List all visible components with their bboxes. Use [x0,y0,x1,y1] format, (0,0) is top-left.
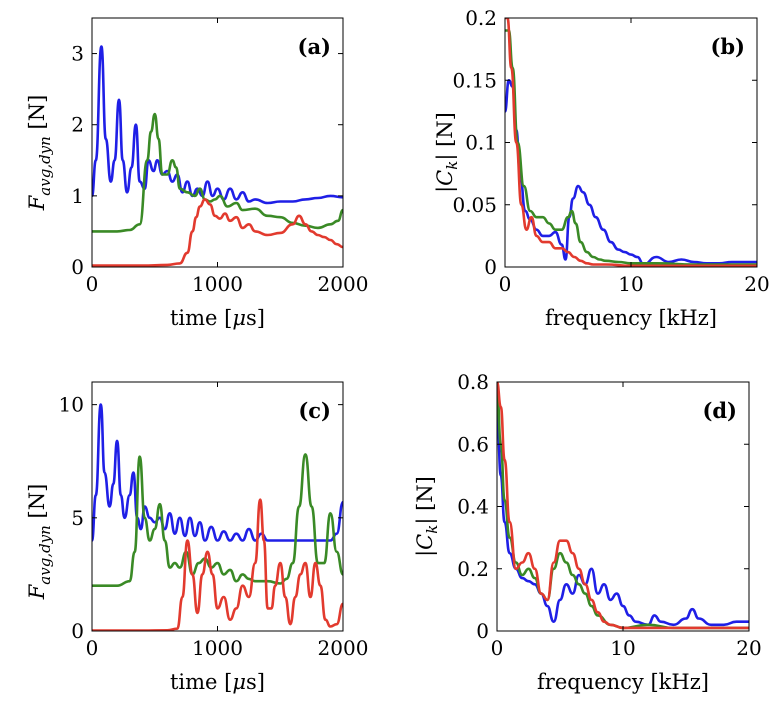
x-axis-label: frequency [kHz] [545,306,717,330]
series-line-red [92,198,343,267]
chart-panel-a: 0 1000 2000 0 1 2 3 (a) time [μs] Favg,dyn [N] [25,17,369,330]
x-tick-label: 10 [610,636,635,660]
series-line-green [505,29,757,266]
series-line-blue [505,79,757,266]
y-tick-label: 1 [71,184,84,208]
series-line-blue [497,405,749,627]
panel-label: (d) [702,398,737,423]
y-tick-label: 10 [59,393,84,417]
x-tick-label: 0 [491,636,504,660]
series-group [92,45,343,267]
y-tick-label: 0.6 [457,432,489,456]
y-tick-label: 0.4 [457,495,489,519]
x-tick-label: 0 [86,636,99,660]
x-tick-label: 2000 [318,636,369,660]
x-tick-label: 20 [736,636,761,660]
y-tick-label: 0.8 [457,370,489,394]
series-line-red [505,18,757,267]
x-tick-label: 20 [744,272,769,296]
y-axis-label: Favg,dyn [N] [25,484,54,601]
x-axis-label: time [μs] [170,670,265,694]
y-tick-label: 0.05 [452,193,497,217]
y-tick-label: 0.2 [465,6,497,30]
x-axis-label: time [μs] [170,306,265,330]
chart-panel-d: 0 10 20 0 0.2 0.4 0.6 0.8 (d) frequency [kHz] |Ck|… [413,370,762,694]
x-tick-label: 0 [499,272,512,296]
y-axis-label: |Ck| [N] [433,112,461,193]
y-tick-label: 0.15 [452,68,497,92]
x-axis-label: frequency [kHz] [537,670,709,694]
panel-label: (b) [710,34,745,59]
chart-panel-c: 0 1000 2000 0 5 10 (c) time [μs] Favg,dyn [N] [25,381,369,694]
series-line-green [92,453,343,587]
y-tick-label: 2 [71,113,84,137]
chart-panel-b: 0 10 20 0 0.05 0.1 0.15 0.2 (b) frequency [kHz] |C… [433,6,770,330]
series-line-blue [92,45,343,205]
series-line-blue [92,403,343,542]
series-group [497,382,749,630]
y-axis-label: Favg,dyn [N] [25,95,54,212]
x-tick-label: 1000 [192,272,243,296]
x-tick-label: 2000 [318,272,369,296]
series-line-red [497,382,749,630]
panel-label: (a) [298,34,331,59]
y-tick-label: 0 [484,255,497,279]
y-axis-label: |Ck| [N] [413,476,441,557]
y-tick-label: 5 [71,506,84,530]
series-line-green [92,112,343,233]
panel-label: (c) [298,398,331,423]
y-tick-label: 0 [71,255,84,279]
y-tick-label: 0 [476,619,489,643]
x-tick-label: 1000 [192,636,243,660]
series-group [92,403,343,631]
x-tick-label: 0 [86,272,99,296]
y-tick-label: 0 [71,619,84,643]
y-tick-label: 0.2 [457,557,489,581]
x-tick-label: 10 [618,272,643,296]
series-group [505,18,757,267]
y-tick-label: 3 [71,42,84,66]
y-tick-label: 0.1 [465,131,497,155]
series-line-red [92,498,343,631]
series-line-green [497,386,749,630]
